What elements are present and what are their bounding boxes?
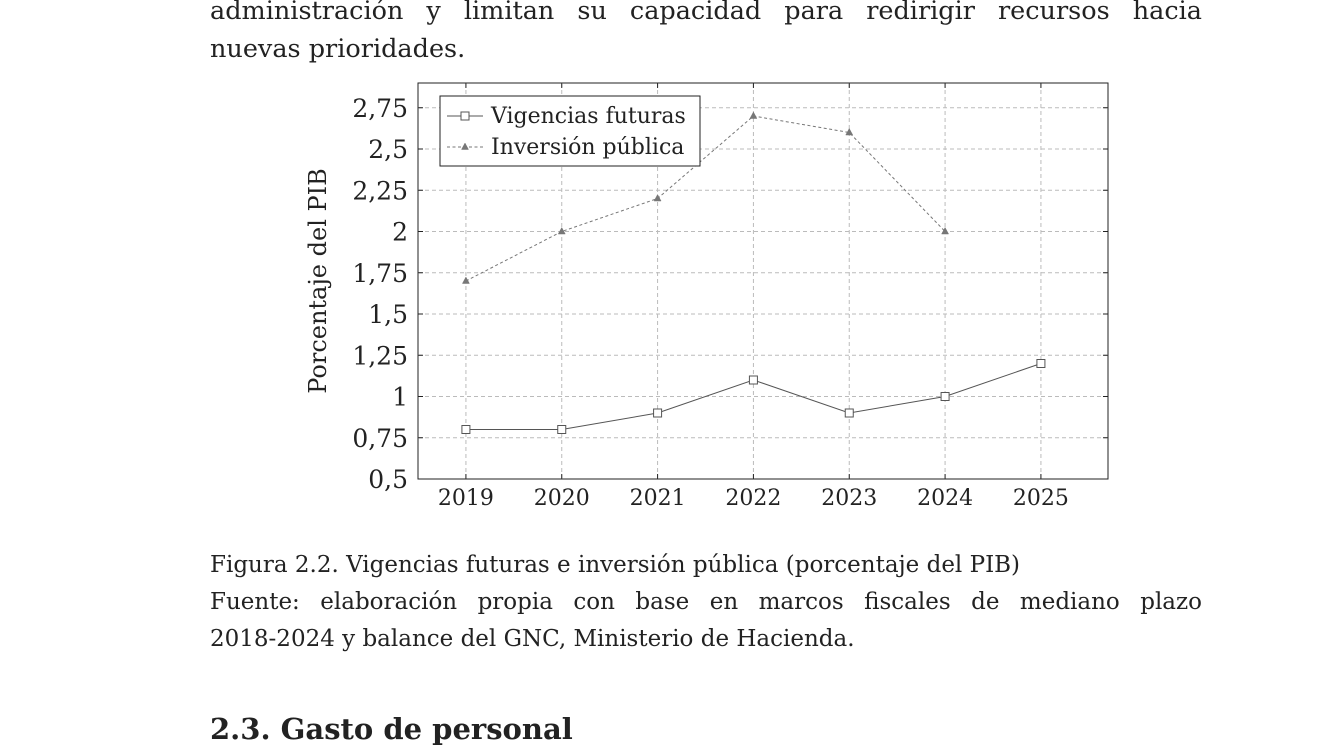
y-tick-label: 1 bbox=[392, 383, 408, 412]
legend: Vigencias futuras Inversión pública bbox=[439, 95, 701, 167]
data-point-inversion-publica bbox=[941, 226, 950, 235]
data-point-inversion-publica bbox=[653, 193, 662, 202]
y-tick-label: 0,5 bbox=[368, 465, 408, 494]
data-point-inversion-publica bbox=[557, 226, 566, 235]
data-point-vigencias-futuras bbox=[461, 425, 471, 434]
data-point-vigencias-futuras bbox=[557, 425, 567, 434]
section-heading: 2.3. Gasto de personal bbox=[210, 712, 573, 746]
data-point-vigencias-futuras bbox=[653, 408, 663, 418]
figure-caption: Figura 2.2. Vigencias futuras e inversió… bbox=[210, 547, 1202, 658]
legend-label: Vigencias futuras bbox=[490, 104, 686, 129]
x-tick-label: 2022 bbox=[725, 486, 781, 511]
data-point-vigencias-futuras bbox=[1036, 359, 1046, 368]
x-tick-label: 2020 bbox=[534, 486, 590, 511]
legend-marker bbox=[461, 142, 469, 150]
y-tick-label: 2 bbox=[392, 218, 408, 247]
x-tick-label: 2021 bbox=[630, 486, 686, 511]
figure-title: Figura 2.2. Vigencias futuras e inversió… bbox=[210, 552, 1021, 578]
y-tick-label: 0,75 bbox=[352, 424, 408, 453]
data-point-vigencias-futuras bbox=[844, 408, 854, 418]
y-tick-label: 1,5 bbox=[368, 300, 408, 329]
legend-marker bbox=[460, 111, 470, 121]
data-point-vigencias-futuras bbox=[748, 375, 758, 385]
x-tick-label: 2019 bbox=[438, 486, 494, 511]
series-layer bbox=[461, 111, 1046, 434]
y-tick-label: 1,75 bbox=[352, 259, 408, 288]
x-tick-label: 2023 bbox=[821, 486, 877, 511]
y-tick-label: 1,25 bbox=[352, 341, 408, 370]
y-tick-labels: 0,5 0,75 1 1,25 1,5 1,75 2 2,25 2,5 2,75 bbox=[352, 94, 408, 494]
x-tick-label: 2025 bbox=[1013, 486, 1069, 511]
body-paragraph: administración y limitan su capacidad pa… bbox=[210, 0, 1202, 68]
figure-source-line-2: 2018-2024 y balance del GNC, Ministerio … bbox=[210, 626, 855, 652]
y-tick-label: 2,5 bbox=[368, 135, 408, 164]
legend-box bbox=[439, 95, 701, 167]
data-point-inversion-publica bbox=[749, 111, 758, 119]
body-paragraph-line-2: nuevas prioridades. bbox=[210, 34, 466, 64]
series-line-inversion-publica bbox=[465, 115, 946, 282]
figure-source-line-1: Fuente: elaboración propia con base en m… bbox=[210, 589, 1202, 615]
y-tick-label: 2,75 bbox=[352, 94, 408, 123]
legend-label: Inversión pública bbox=[491, 135, 684, 160]
x-tick-labels: 2019 2020 2021 2022 2023 2024 2025 bbox=[438, 486, 1069, 511]
body-paragraph-line-1: administración y limitan su capacidad pa… bbox=[210, 0, 1202, 26]
axis-ticks bbox=[418, 83, 1108, 480]
line-chart: 0,5 0,75 1 1,25 1,5 1,75 2 2,25 2,5 2,75 2019 2020… bbox=[304, 82, 1109, 511]
plot-frame bbox=[417, 82, 1109, 480]
data-point-inversion-publica bbox=[461, 276, 470, 284]
y-tick-label: 2,25 bbox=[352, 176, 408, 205]
data-point-inversion-publica bbox=[845, 127, 854, 136]
x-tick-label: 2024 bbox=[917, 486, 973, 511]
y-axis-label: Porcentaje del PIB bbox=[304, 168, 332, 394]
data-point-vigencias-futuras bbox=[940, 392, 950, 401]
